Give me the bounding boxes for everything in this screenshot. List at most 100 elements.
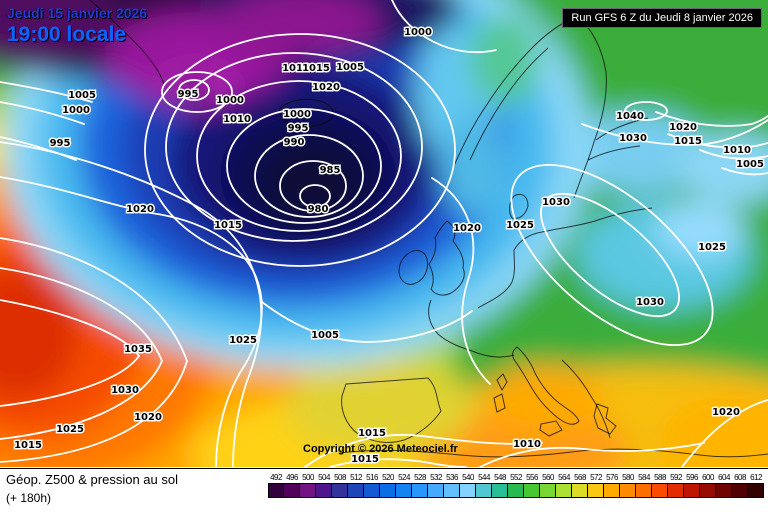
scale-value: 532: [430, 473, 442, 482]
scale-swatch: [316, 483, 332, 498]
scale-cell: 600: [700, 473, 716, 498]
isobar-label: 1015: [14, 440, 42, 451]
scale-value: 608: [734, 473, 746, 482]
isobar-label: 1015: [674, 136, 702, 147]
forecast-date-text: Jeudi 15 janvier 2026: [7, 5, 148, 21]
isobar-label: 1025: [229, 335, 257, 346]
scale-value: 552: [510, 473, 522, 482]
isobar-label: 985: [320, 165, 341, 176]
scale-value: 576: [606, 473, 618, 482]
isobar-label: 1025: [56, 424, 84, 435]
chart-title: Géop. Z500 & pression au sol: [6, 472, 178, 487]
scale-swatch: [460, 483, 476, 498]
scale-cell: 532: [428, 473, 444, 498]
scale-swatch: [444, 483, 460, 498]
scale-cell: 568: [572, 473, 588, 498]
scale-value: 544: [478, 473, 490, 482]
isobar-label: 1005: [311, 330, 339, 341]
scale-swatch: [652, 483, 668, 498]
scale-swatch: [412, 483, 428, 498]
scale-cell: 492: [268, 473, 284, 498]
isobar-label: 1030: [111, 385, 139, 396]
scale-swatch: [524, 483, 540, 498]
scale-value: 584: [638, 473, 650, 482]
map-area: 1005 1000 995 995 1000 1010 1010 1015 1005 1020 10…: [0, 0, 768, 467]
isobar-label: 1020: [712, 407, 740, 418]
scale-cell: 528: [412, 473, 428, 498]
scale-value: 504: [318, 473, 330, 482]
isobar-label: 1020: [134, 412, 162, 423]
scale-cell: 504: [316, 473, 332, 498]
scale-swatch: [636, 483, 652, 498]
scale-swatch: [684, 483, 700, 498]
scale-cell: 520: [380, 473, 396, 498]
scale-cell: 604: [716, 473, 732, 498]
scale-swatch: [620, 483, 636, 498]
scale-swatch: [604, 483, 620, 498]
isobar-label: 1005: [736, 159, 764, 170]
isobar-label: 1025: [506, 220, 534, 231]
scale-cell: 560: [540, 473, 556, 498]
isobar-label: 1010: [223, 114, 251, 125]
scale-value: 572: [590, 473, 602, 482]
scale-swatch: [716, 483, 732, 498]
isobar-label: 1020: [126, 204, 154, 215]
isobar-label: 1020: [669, 122, 697, 133]
isobar-label: 1000: [62, 105, 90, 116]
isobar-label: 1015: [358, 428, 386, 439]
scale-cell: 516: [364, 473, 380, 498]
scale-value: 600: [702, 473, 714, 482]
scale-value: 520: [382, 473, 394, 482]
scale-cell: 548: [492, 473, 508, 498]
scale-value: 524: [398, 473, 410, 482]
scale-value: 492: [270, 473, 282, 482]
isobar-label: 980: [308, 204, 329, 215]
scale-cell: 536: [444, 473, 460, 498]
scale-value: 596: [686, 473, 698, 482]
isobar-label: 1030: [636, 297, 664, 308]
scale-value: 560: [542, 473, 554, 482]
scale-value: 556: [526, 473, 538, 482]
isobar-label: 1030: [542, 197, 570, 208]
isobar-label: 1030: [619, 133, 647, 144]
scale-swatch: [668, 483, 684, 498]
isobars: [0, 0, 768, 467]
scale-swatch: [732, 483, 748, 498]
scale-value: 588: [654, 473, 666, 482]
scale-cell: 508: [332, 473, 348, 498]
scale-swatch: [428, 483, 444, 498]
scale-cell: 564: [556, 473, 572, 498]
scale-cell: 572: [588, 473, 604, 498]
isobar-label: 995: [288, 123, 309, 134]
scale-value: 604: [718, 473, 730, 482]
scale-cell: 500: [300, 473, 316, 498]
scale-value: 528: [414, 473, 426, 482]
scale-swatch: [700, 483, 716, 498]
scale-swatch: [364, 483, 380, 498]
scale-cell: 596: [684, 473, 700, 498]
scale-swatch: [396, 483, 412, 498]
scale-value: 508: [334, 473, 346, 482]
scale-cell: 576: [604, 473, 620, 498]
scale-cell: 588: [652, 473, 668, 498]
scale-cell: 544: [476, 473, 492, 498]
scale-cell: 512: [348, 473, 364, 498]
isobar-label: 1000: [404, 27, 432, 38]
isobar-label: 995: [178, 89, 199, 100]
scale-cell: 496: [284, 473, 300, 498]
isobar-label: 1015: [214, 220, 242, 231]
scale-cell: 584: [636, 473, 652, 498]
scale-value: 592: [670, 473, 682, 482]
isobar-label: 1015: [302, 63, 330, 74]
scale-swatch: [300, 483, 316, 498]
forecast-lead-time: (+ 180h): [6, 491, 52, 505]
scale-swatch: [476, 483, 492, 498]
scale-value: 536: [446, 473, 458, 482]
scale-cell: 612: [748, 473, 764, 498]
copyright-text: Copyright © 2026 Meteociel.fr: [303, 443, 458, 455]
scale-swatch: [380, 483, 396, 498]
isobar-label: 1000: [216, 95, 244, 106]
